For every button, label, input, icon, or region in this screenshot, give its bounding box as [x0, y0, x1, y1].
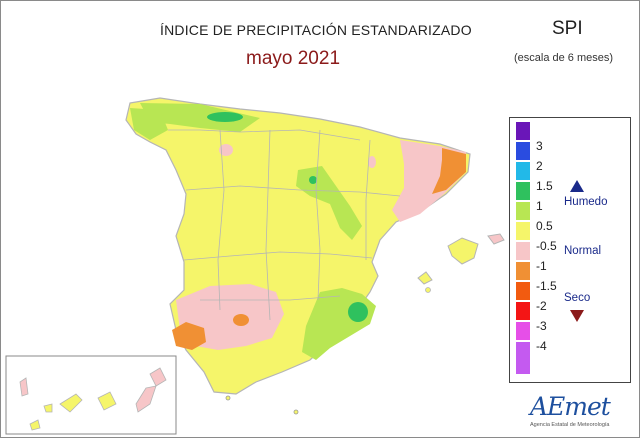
north-dry-patch	[219, 144, 233, 156]
legend-swatch-9	[516, 302, 530, 320]
fuerteventura	[135, 385, 157, 413]
formentera	[425, 287, 431, 293]
spain-mainland	[125, 97, 471, 395]
legend-swatch-10	[516, 322, 530, 340]
castilla-wet	[309, 176, 317, 184]
legend-label-3: 1	[536, 199, 543, 213]
legend-swatch-7	[516, 262, 530, 280]
scale-note: (escala de 6 meses)	[514, 52, 614, 64]
melilla	[293, 409, 299, 415]
legend-label-6: -1	[536, 259, 547, 273]
legend-label-10: -4	[536, 339, 547, 353]
logo-wordmark: AEmet	[530, 392, 611, 421]
legend-label-4: 0.5	[536, 219, 553, 233]
logo-caption: Agencia Estatal de Meteorología	[530, 422, 610, 428]
cantabria-wet	[207, 112, 243, 122]
legend-label-0: 3	[536, 139, 543, 153]
murcia-wet	[348, 302, 368, 322]
el-hierro	[29, 419, 41, 431]
ibiza	[417, 271, 433, 285]
ceuta	[225, 395, 231, 401]
mallorca	[447, 237, 479, 265]
legend-swatch-6	[516, 242, 530, 260]
legend-label-5: -0.5	[536, 239, 557, 253]
north-green-band	[140, 103, 260, 132]
la-gomera	[43, 403, 53, 413]
legend-label-8: -2	[536, 299, 547, 313]
central-green	[296, 166, 362, 240]
canary-inset-box	[5, 355, 177, 435]
map-title: ÍNDICE DE PRECIPITACIÓN ESTANDARIZADO	[160, 22, 472, 38]
huelva-very-dry	[172, 322, 206, 350]
menorca	[487, 233, 505, 245]
lanzarote	[149, 367, 167, 387]
la-palma	[19, 377, 29, 397]
legend-swatch-2	[516, 162, 530, 180]
legend-swatch-4	[516, 202, 530, 220]
aemet-logo: AEmet Agencia Estatal de Meteorología	[530, 392, 620, 432]
legend-label-2: 1.5	[536, 179, 553, 193]
east-dry-patch	[368, 156, 376, 168]
cordoba-very-dry	[233, 314, 249, 326]
legend-swatch-8	[516, 282, 530, 300]
legend-swatch-11	[516, 342, 530, 374]
legend-label-7: -1.5	[536, 279, 557, 293]
index-label: SPI	[552, 18, 583, 39]
wet-arrow-icon	[570, 180, 584, 192]
galicia-green	[130, 108, 168, 140]
legend-label-1: 2	[536, 159, 543, 173]
legend-label-9: -3	[536, 319, 547, 333]
legend-state-normal: Normal	[564, 245, 602, 257]
legend-swatch-0	[516, 122, 530, 140]
legend-swatch-1	[516, 142, 530, 160]
legend: 3 2 1.5 1 0.5 -0.5 -1 -1.5 -2 -3 -4 Hume…	[509, 117, 631, 383]
gran-canaria	[97, 391, 117, 411]
province-borders	[168, 129, 401, 321]
dry-arrow-icon	[570, 310, 584, 322]
map-subtitle: mayo 2021	[246, 48, 341, 69]
tenerife	[59, 393, 83, 413]
legend-state-dry: Seco	[564, 292, 591, 304]
legend-swatch-3	[516, 182, 530, 200]
legend-state-wet: Humedo	[564, 196, 608, 208]
catalonia-very-dry	[432, 148, 466, 194]
legend-swatch-5	[516, 222, 530, 240]
